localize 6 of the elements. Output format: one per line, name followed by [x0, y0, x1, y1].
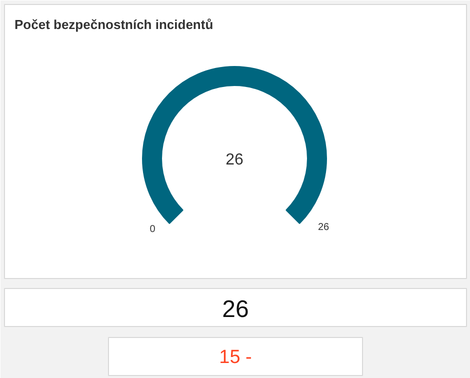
text: 15 -	[219, 347, 252, 368]
chart-title: Počet bezpečnostních incidentů	[14, 17, 214, 32]
text: 0	[150, 224, 156, 235]
text: 26	[226, 152, 244, 168]
text: 26	[222, 296, 249, 323]
text: 26	[318, 222, 330, 233]
